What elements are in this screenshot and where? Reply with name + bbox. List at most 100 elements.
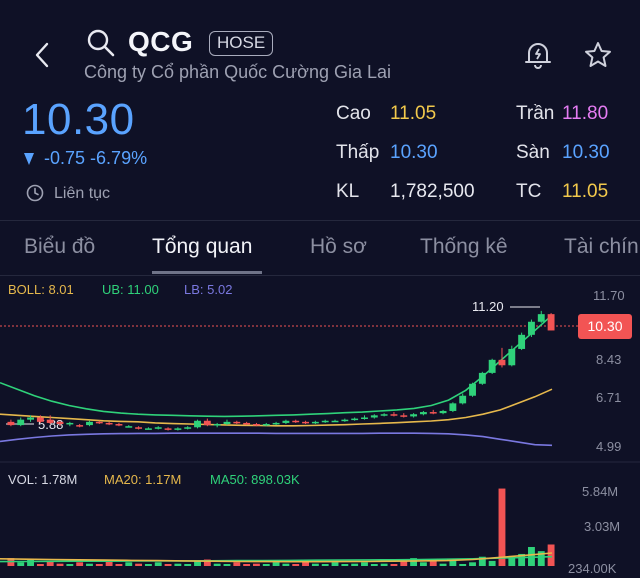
candle-body xyxy=(125,426,133,428)
reference-label: TC xyxy=(516,181,542,202)
change-value: -0.75 xyxy=(44,148,86,168)
candle-body xyxy=(370,415,378,418)
candle-body xyxy=(262,424,270,426)
volume-tick: 234.00K xyxy=(568,561,617,576)
volume-bar xyxy=(311,563,319,566)
volume-bar xyxy=(469,562,476,566)
candle-body xyxy=(341,419,349,422)
volume-bar xyxy=(518,553,526,566)
candle-body xyxy=(439,410,447,414)
price-alert-bell-icon[interactable] xyxy=(524,40,552,70)
candle-body xyxy=(154,427,162,429)
active-tab-indicator xyxy=(152,271,262,274)
volume-bar xyxy=(302,560,309,566)
header: QCG HOSE Công ty Cổ phần Quốc Cường Gia … xyxy=(0,0,640,90)
volume-bar xyxy=(508,558,516,566)
ma50-legend: MA50: 898.03K xyxy=(210,472,300,487)
price-tick: 6.71 xyxy=(596,390,621,405)
session-label: Liên tục xyxy=(54,185,111,202)
tab-profile[interactable]: Hồ sơ xyxy=(310,235,367,258)
candle-body xyxy=(469,383,476,396)
volume-bar xyxy=(125,562,133,566)
min-price-label: 5.88 xyxy=(38,417,63,432)
volume-bar xyxy=(154,562,162,566)
candle-body xyxy=(311,421,319,424)
candle-body xyxy=(253,424,260,426)
volume-label: KL xyxy=(336,181,360,202)
volume-bar xyxy=(547,544,555,566)
current-price-tag xyxy=(578,314,632,339)
floor-label: Sàn xyxy=(516,142,550,163)
candle-body xyxy=(144,428,152,430)
candle-body xyxy=(498,359,506,366)
volume-bar xyxy=(272,562,280,566)
tab-financials[interactable]: Tài chính xyxy=(564,235,640,258)
candle-body xyxy=(233,421,241,424)
tab-overview[interactable]: Tổng quan xyxy=(152,235,253,258)
volume-bar xyxy=(429,559,437,566)
candle-body xyxy=(361,417,368,419)
candle-body xyxy=(184,427,192,429)
volume-bar xyxy=(400,560,408,566)
candle-body xyxy=(115,424,123,426)
volume-bar xyxy=(46,560,54,566)
candle-body xyxy=(272,422,280,425)
volume-bar xyxy=(243,564,251,566)
last-price: 10.30 xyxy=(22,95,135,144)
down-triangle-icon xyxy=(24,153,34,165)
candle-body xyxy=(400,415,408,417)
price-tick: 4.99 xyxy=(596,439,621,454)
volume-bar xyxy=(105,560,113,566)
candle-body xyxy=(36,417,44,422)
volume-bar xyxy=(253,563,260,566)
vol-legend: VOL: 1.78M xyxy=(8,472,77,487)
volume-bar xyxy=(174,563,182,566)
lb-legend: LB: 5.02 xyxy=(184,282,232,297)
candle-body xyxy=(380,414,388,416)
ticker-symbol: QCG xyxy=(128,26,194,57)
volume-bar xyxy=(488,560,496,566)
clock-icon xyxy=(26,184,44,202)
candle-body xyxy=(194,420,201,428)
volume-bar xyxy=(262,564,270,566)
candle-body xyxy=(547,314,555,331)
candle-body xyxy=(419,412,427,415)
candle-body xyxy=(66,422,74,425)
price-volume-chart[interactable]: BOLL: 8.01 UB: 11.00 LB: 5.02 11.70 8.43… xyxy=(0,276,640,578)
volume-bar xyxy=(36,564,44,566)
volume-bar xyxy=(56,563,64,566)
candle-body xyxy=(537,314,545,322)
star-watchlist-icon[interactable] xyxy=(583,40,613,70)
change-percent: -6.79% xyxy=(90,148,148,168)
boll-legend: BOLL: 8.01 xyxy=(8,282,74,297)
volume-bar xyxy=(203,559,211,566)
candle-body xyxy=(7,421,15,426)
tab-chart[interactable]: Biểu đồ xyxy=(24,235,96,258)
candle-body xyxy=(56,421,64,425)
candle-body xyxy=(17,419,25,426)
low-label: Thấp xyxy=(336,142,380,163)
candle-body xyxy=(243,422,251,425)
volume-bar xyxy=(390,564,398,566)
search-icon[interactable] xyxy=(86,28,116,58)
tab-bar: Biểu đồ Tổng quan Hồ sơ Thống kê Tài chí… xyxy=(0,220,640,276)
candle-body xyxy=(331,420,339,423)
candle-body xyxy=(203,420,211,426)
ma20-line xyxy=(0,552,553,563)
candle-body xyxy=(292,420,300,423)
volume-bar xyxy=(17,562,25,566)
volume-bar xyxy=(439,563,447,566)
volume-bar xyxy=(380,563,388,566)
current-price-tag-text: 10.30 xyxy=(587,318,622,334)
volume-value: 1,782,500 xyxy=(390,181,475,202)
candle-body xyxy=(429,412,437,414)
candle-body xyxy=(105,422,113,425)
volume-bar xyxy=(213,563,221,566)
volume-bar xyxy=(478,556,486,566)
volume-bar xyxy=(292,564,300,566)
ub-legend: UB: 11.00 xyxy=(102,282,159,297)
candle-body xyxy=(321,420,329,423)
volume-bar xyxy=(351,563,359,566)
back-arrow-icon[interactable] xyxy=(30,40,54,70)
tab-statistics[interactable]: Thống kê xyxy=(420,235,508,258)
